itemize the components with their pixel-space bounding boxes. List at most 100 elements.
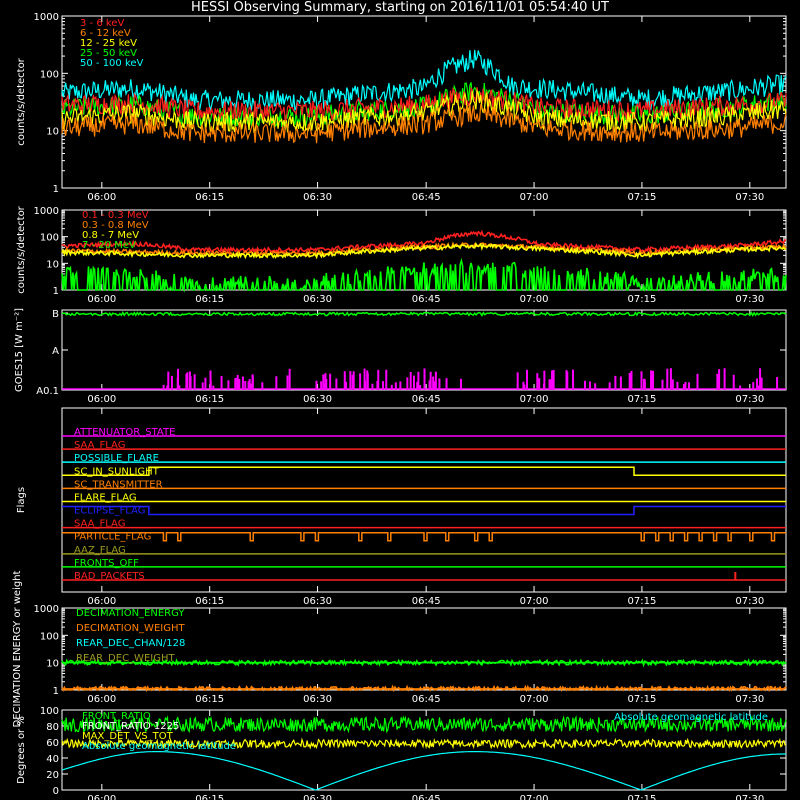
legend-entry: 6 - 12 keV xyxy=(80,28,131,39)
goes-short-bar xyxy=(385,369,388,390)
flag-line xyxy=(62,466,786,477)
series-line-orange xyxy=(61,104,787,144)
goes-short-bar xyxy=(682,383,685,390)
chart-title: HESSI Observing Summary, starting on 201… xyxy=(191,0,609,15)
goes-short-bar xyxy=(241,376,244,390)
goes-short-bar xyxy=(193,374,196,390)
goes-short-bar xyxy=(371,383,374,390)
x-tick-label: 07:15 xyxy=(628,394,657,405)
goes-short-bar xyxy=(732,374,735,390)
goes-short-bar xyxy=(248,379,251,390)
goes-short-bar xyxy=(220,376,223,390)
flag-label: ATTENUATOR_STATE xyxy=(74,427,175,438)
goes-short-bar xyxy=(642,378,645,390)
goes-short-bar xyxy=(756,378,759,390)
goes-short-bar xyxy=(549,379,552,390)
goes-short-bar xyxy=(739,385,742,390)
y-axis-label: counts/s/detector xyxy=(16,205,27,293)
flag-label: FLARE_FLAG xyxy=(74,492,137,503)
goes-short-bar xyxy=(589,381,592,390)
goes-short-bar xyxy=(409,371,412,390)
goes-short-bar xyxy=(186,372,189,390)
goes-short-bar xyxy=(251,375,254,390)
goes-short-bar xyxy=(696,373,699,390)
x-tick-label: 06:45 xyxy=(412,192,441,203)
series-line-yellow xyxy=(61,89,787,134)
legend-entry: Absolute geomagnetic latitude xyxy=(82,741,236,752)
goes-short-bar xyxy=(433,381,436,390)
x-tick-label: 07:30 xyxy=(735,596,764,607)
goes-short-bar xyxy=(363,368,366,390)
y-axis-label: Flags xyxy=(16,487,27,513)
goes-short-bar xyxy=(399,381,402,390)
goes-short-bar xyxy=(201,382,204,390)
goes-short-bar xyxy=(323,384,326,390)
goes-short-bar xyxy=(640,371,643,390)
goes-short-bar xyxy=(428,380,431,390)
goes-short-bar xyxy=(329,373,332,390)
goes-short-bar xyxy=(526,369,529,390)
legend-entry: DECIMATION_ENERGY xyxy=(76,608,185,619)
legend-entry: 3 - 6 keV xyxy=(80,18,124,29)
x-tick-label: 06:30 xyxy=(303,192,332,203)
goes-short-bar xyxy=(551,370,554,390)
y-tick-label: 40 xyxy=(46,754,59,765)
x-tick-label: 06:15 xyxy=(195,694,224,705)
flag-label: FRONTS_OFF xyxy=(74,558,139,569)
x-tick-label: 07:00 xyxy=(520,294,549,305)
goes-short-bar xyxy=(565,370,568,390)
x-tick-label: 06:00 xyxy=(87,192,116,203)
flag-label: SAA_FLAG xyxy=(74,519,125,530)
goes-short-bar xyxy=(275,376,278,390)
x-tick-label: 07:30 xyxy=(735,192,764,203)
y-tick-label: 100 xyxy=(40,233,59,244)
x-tick-label: 06:30 xyxy=(303,694,332,705)
goes-short-bar xyxy=(412,375,415,390)
flag-label: SAA_FLAG xyxy=(74,440,125,451)
goes-short-bar xyxy=(757,385,760,390)
goes-short-bar xyxy=(227,380,230,390)
x-tick-label: 06:45 xyxy=(412,694,441,705)
panel-frame xyxy=(61,607,787,691)
goes-short-bar xyxy=(594,383,597,390)
x-tick-label: 07:30 xyxy=(735,294,764,305)
goes-short-bar xyxy=(322,374,325,390)
goes-short-bar xyxy=(776,377,779,390)
x-tick-label: 06:00 xyxy=(87,294,116,305)
goes-short-bar xyxy=(170,375,173,390)
goes-short-bar xyxy=(543,370,546,390)
goes-short-bar xyxy=(669,368,672,390)
legend-entry: FRONT_RATIO xyxy=(82,711,151,722)
x-tick-label: 06:30 xyxy=(303,794,332,800)
goes-short-bar xyxy=(523,384,526,390)
legend-entry: REAR_DEC_WEIGHT xyxy=(76,653,175,664)
series-line-green xyxy=(61,82,787,128)
y-tick-label: 100 xyxy=(40,631,59,642)
goes-short-bar xyxy=(608,382,611,390)
flag-label: ECLIPSE_FLAG xyxy=(74,506,145,517)
goes-short-bar xyxy=(244,380,247,390)
goes-short-bar xyxy=(288,368,291,390)
legend-entry: FRONT_RATIO 1225 xyxy=(82,721,179,732)
x-tick-label: 06:30 xyxy=(303,394,332,405)
y-tick-label: 1000 xyxy=(34,12,59,23)
goes-short-bar xyxy=(652,370,655,390)
goes-short-bar xyxy=(236,374,239,390)
x-tick-label: 06:30 xyxy=(303,596,332,607)
flag-label: POSSIBLE_FLARE xyxy=(74,453,159,464)
x-tick-label: 07:15 xyxy=(628,294,657,305)
series-line-green xyxy=(61,714,787,734)
x-tick-label: 06:15 xyxy=(195,794,224,800)
goes-short-bar xyxy=(417,371,420,390)
legend-entry: 25 - 50 keV xyxy=(80,48,137,59)
series-line-green xyxy=(61,257,787,293)
legend-entry: 0.3 - 0.8 MeV xyxy=(82,220,149,231)
goes-short-bar xyxy=(345,381,348,390)
y-tick-label: 10 xyxy=(46,127,59,138)
x-tick-label: 07:30 xyxy=(735,794,764,800)
legend-entry: 7 - 20 MeV xyxy=(82,240,136,251)
legend-entry: REAR_DEC_CHAN/128 xyxy=(76,638,185,649)
goes-short-bar xyxy=(583,380,586,390)
panel-2: 06:00 06:15 06:30 06:45 07:00 07:15 07:30 count… xyxy=(16,205,787,305)
goes-short-bar xyxy=(167,371,170,390)
